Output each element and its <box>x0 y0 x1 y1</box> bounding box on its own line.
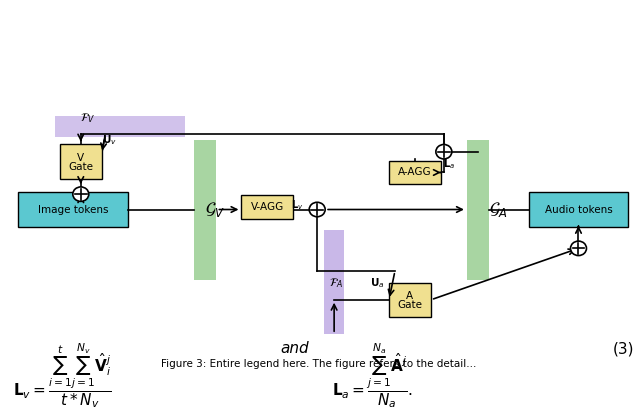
Text: Gate: Gate <box>68 162 93 172</box>
FancyBboxPatch shape <box>195 140 216 280</box>
FancyBboxPatch shape <box>529 192 628 227</box>
Text: $\mathcal{G}_A$: $\mathcal{G}_A$ <box>489 200 508 219</box>
Text: (3): (3) <box>613 341 634 356</box>
Text: A-AGG: A-AGG <box>398 168 432 178</box>
Text: Image tokens: Image tokens <box>38 205 108 215</box>
Text: V: V <box>77 153 84 163</box>
Text: $\mathbf{L}_v$: $\mathbf{L}_v$ <box>291 198 303 212</box>
Text: $\mathcal{F}_A$: $\mathcal{F}_A$ <box>329 276 343 290</box>
Text: Figure 3: Entire legend here. The figure refers to the detail...: Figure 3: Entire legend here. The figure… <box>161 359 477 369</box>
Circle shape <box>309 202 325 217</box>
Text: A: A <box>406 291 413 301</box>
FancyBboxPatch shape <box>389 283 431 317</box>
FancyBboxPatch shape <box>60 144 102 179</box>
FancyBboxPatch shape <box>241 195 293 219</box>
Text: $\mathbf{U}_a$: $\mathbf{U}_a$ <box>370 276 384 290</box>
Circle shape <box>73 187 89 201</box>
Text: Gate: Gate <box>397 300 422 310</box>
Text: $\mathcal{F}_V$: $\mathcal{F}_V$ <box>80 111 95 125</box>
Circle shape <box>570 241 586 256</box>
Text: $\mathcal{G}_V$: $\mathcal{G}_V$ <box>205 200 226 219</box>
Text: V-AGG: V-AGG <box>251 202 284 212</box>
Text: $\mathbf{U}_v$: $\mathbf{U}_v$ <box>102 133 117 147</box>
FancyBboxPatch shape <box>389 161 441 184</box>
FancyBboxPatch shape <box>467 140 489 280</box>
Text: $\mathbf{L}_a = \dfrac{\sum_{j=1}^{N_a} \hat{\mathbf{A}}^j}{N_a}.$: $\mathbf{L}_a = \dfrac{\sum_{j=1}^{N_a} … <box>332 341 413 410</box>
Text: $\mathbf{L}_a$: $\mathbf{L}_a$ <box>443 157 455 171</box>
FancyBboxPatch shape <box>324 230 344 334</box>
Text: Audio tokens: Audio tokens <box>545 205 612 215</box>
Text: and: and <box>281 341 310 356</box>
FancyBboxPatch shape <box>55 116 184 137</box>
FancyBboxPatch shape <box>18 192 127 227</box>
Circle shape <box>436 144 452 159</box>
Text: $\mathbf{L}_v = \dfrac{\sum_{i=1}^{t}\sum_{j=1}^{N_v} \hat{\mathbf{V}}_i^j}{t * : $\mathbf{L}_v = \dfrac{\sum_{i=1}^{t}\su… <box>13 341 111 410</box>
